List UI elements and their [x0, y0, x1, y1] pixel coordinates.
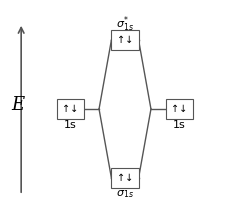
Text: ↑↓: ↑↓ [62, 104, 79, 114]
Text: ↑↓: ↑↓ [171, 104, 188, 114]
Text: 1s: 1s [173, 120, 186, 130]
FancyBboxPatch shape [112, 168, 138, 187]
FancyBboxPatch shape [112, 31, 138, 50]
FancyBboxPatch shape [166, 99, 193, 119]
Text: E: E [11, 96, 24, 114]
Text: ↑↓: ↑↓ [117, 173, 133, 183]
Text: ↑↓: ↑↓ [117, 35, 133, 45]
Text: $\sigma_{1s}^{*}$: $\sigma_{1s}^{*}$ [116, 14, 134, 34]
FancyBboxPatch shape [57, 99, 84, 119]
Text: $\sigma_{1s}$: $\sigma_{1s}$ [116, 188, 134, 200]
Text: 1s: 1s [64, 120, 77, 130]
